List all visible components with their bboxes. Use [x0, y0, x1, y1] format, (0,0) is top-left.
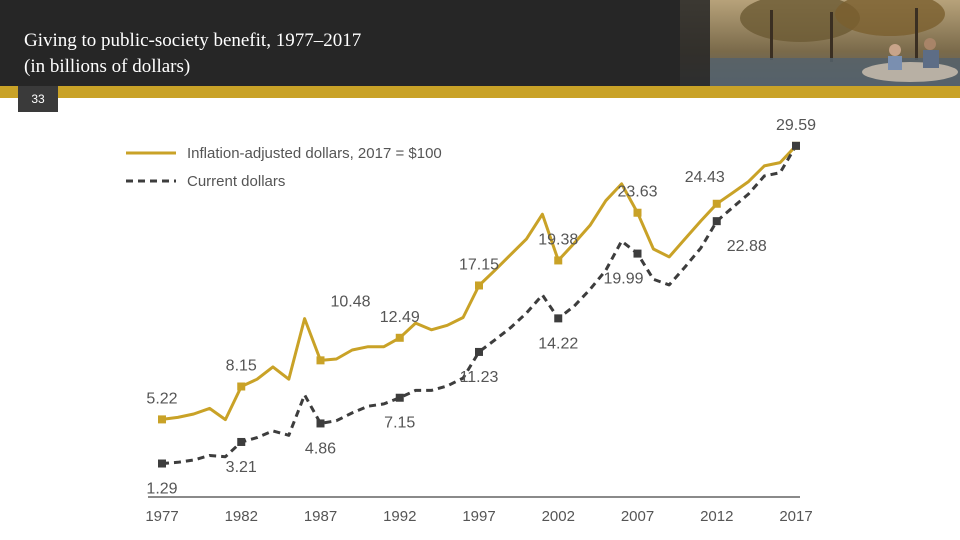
x-tick-label: 2007 — [621, 508, 654, 525]
data-point-marker — [633, 249, 642, 258]
data-label: 5.22 — [146, 390, 177, 407]
accent-rule — [0, 86, 960, 98]
data-point-marker — [158, 459, 166, 468]
data-point-marker — [395, 333, 404, 342]
legend-label-current-dollars: Current dollars — [187, 173, 285, 190]
slide-number: 33 — [18, 86, 58, 112]
x-tick-label: 2002 — [542, 508, 575, 525]
header-photo — [680, 0, 960, 86]
data-point-marker — [395, 393, 404, 402]
series-line-current-dollars — [161, 145, 798, 465]
x-tick-label: 1987 — [304, 508, 337, 525]
data-point-marker — [712, 217, 721, 226]
data-point-marker — [554, 314, 563, 323]
x-tick-label: 2012 — [700, 508, 733, 525]
x-tick-label: 2017 — [779, 508, 812, 525]
data-label: 8.15 — [226, 358, 257, 375]
data-label: 17.15 — [459, 256, 499, 273]
data-point-marker — [792, 141, 800, 150]
data-label: 24.43 — [685, 169, 725, 186]
x-tick-label: 1982 — [225, 508, 258, 525]
data-label: 11.23 — [460, 369, 499, 386]
data-label: 19.38 — [538, 231, 578, 248]
data-label: 7.15 — [384, 415, 415, 432]
data-point-marker — [237, 382, 246, 391]
slide-title: Giving to public-society benefit, 1977–2… — [24, 28, 361, 80]
data-label: 29.59 — [776, 117, 816, 134]
data-point-marker — [158, 415, 166, 424]
data-label: 22.88 — [727, 238, 767, 255]
data-label: 10.48 — [331, 293, 371, 310]
data-label: 14.22 — [538, 335, 578, 352]
data-label: 1.29 — [146, 481, 177, 498]
x-tick-label: 1992 — [383, 508, 416, 525]
data-point-marker — [633, 208, 642, 217]
data-point-marker — [316, 356, 325, 365]
data-label: 12.49 — [380, 309, 420, 326]
legend-label-inflation-adjusted: Inflation-adjusted dollars, 2017 = $100 — [187, 145, 442, 162]
data-point-marker — [712, 199, 721, 208]
x-tick-label: 1977 — [145, 508, 178, 525]
data-point-marker — [316, 419, 325, 428]
data-point-marker — [475, 281, 483, 290]
data-label: 3.21 — [226, 459, 257, 476]
data-point-marker — [475, 347, 483, 356]
x-tick-label: 1997 — [462, 508, 495, 525]
title-line-1: Giving to public-society benefit, 1977–2… — [24, 30, 362, 51]
data-label: 19.99 — [603, 271, 643, 288]
data-point-marker — [237, 437, 246, 446]
data-label: 23.63 — [617, 184, 657, 201]
data-point-marker — [554, 256, 563, 265]
data-label: 4.86 — [305, 440, 336, 457]
title-line-2: (in billions of dollars) — [24, 56, 191, 77]
